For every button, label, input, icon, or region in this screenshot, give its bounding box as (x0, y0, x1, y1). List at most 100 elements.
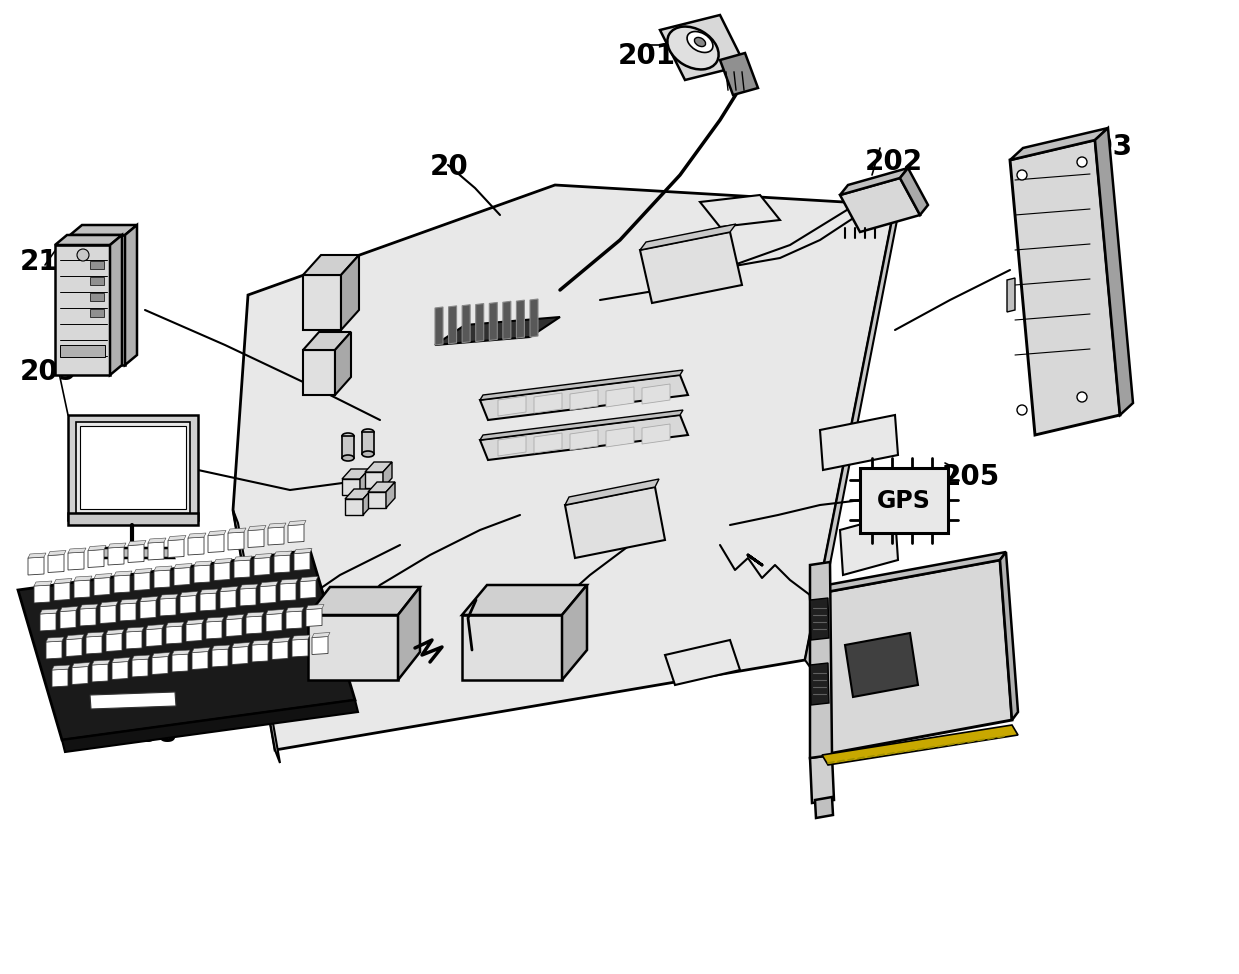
Ellipse shape (694, 37, 705, 47)
Polygon shape (700, 195, 781, 227)
Polygon shape (128, 544, 144, 563)
Polygon shape (33, 581, 52, 586)
Ellipse shape (342, 455, 354, 461)
Polygon shape (108, 547, 124, 565)
Polygon shape (312, 632, 330, 638)
Polygon shape (59, 607, 78, 612)
Polygon shape (840, 515, 898, 575)
Polygon shape (233, 185, 895, 750)
Text: 203: 203 (1075, 133, 1134, 161)
Polygon shape (383, 462, 392, 488)
Ellipse shape (668, 26, 719, 69)
Polygon shape (225, 615, 244, 619)
Polygon shape (81, 604, 98, 609)
Polygon shape (112, 657, 130, 662)
Bar (105, 283, 119, 291)
Polygon shape (274, 551, 292, 556)
Polygon shape (46, 641, 62, 659)
Polygon shape (1000, 552, 1018, 720)
Polygon shape (304, 275, 341, 330)
Polygon shape (85, 636, 102, 654)
Polygon shape (810, 562, 833, 758)
Polygon shape (642, 384, 670, 404)
Polygon shape (606, 427, 634, 447)
Polygon shape (160, 594, 178, 599)
Polygon shape (154, 570, 170, 588)
Text: 202: 202 (865, 148, 923, 176)
Polygon shape (274, 555, 290, 573)
Polygon shape (570, 430, 598, 450)
Polygon shape (180, 595, 196, 614)
Polygon shape (821, 725, 1018, 765)
Polygon shape (449, 306, 456, 344)
Polygon shape (126, 627, 144, 632)
Polygon shape (186, 623, 202, 642)
Polygon shape (72, 666, 88, 685)
Text: 20: 20 (430, 153, 468, 181)
Polygon shape (1095, 128, 1132, 415)
Polygon shape (92, 660, 110, 665)
Polygon shape (134, 573, 150, 590)
Polygon shape (266, 610, 284, 615)
Ellipse shape (688, 31, 712, 53)
Circle shape (1017, 170, 1027, 180)
Polygon shape (273, 638, 290, 643)
Polygon shape (188, 537, 204, 555)
Polygon shape (565, 479, 659, 505)
Polygon shape (232, 647, 248, 664)
Polygon shape (498, 436, 527, 456)
Polygon shape (33, 585, 50, 603)
Polygon shape (214, 563, 230, 581)
Polygon shape (188, 533, 206, 538)
Bar (59, 345, 105, 357)
Bar (105, 267, 119, 275)
Polygon shape (435, 307, 444, 345)
Polygon shape (248, 526, 266, 531)
Polygon shape (19, 550, 356, 740)
Polygon shape (530, 299, 538, 337)
Polygon shape (435, 317, 560, 345)
Polygon shape (100, 606, 116, 623)
Polygon shape (160, 598, 176, 616)
Polygon shape (195, 565, 209, 583)
Polygon shape (94, 574, 112, 579)
Bar (860, 468, 948, 533)
Polygon shape (306, 605, 325, 610)
Polygon shape (147, 538, 166, 543)
Polygon shape (606, 387, 634, 407)
Polygon shape (366, 472, 383, 488)
Polygon shape (368, 482, 395, 492)
Polygon shape (641, 232, 742, 303)
Polygon shape (462, 615, 563, 680)
Polygon shape (309, 587, 420, 615)
Polygon shape (534, 393, 563, 413)
Polygon shape (52, 665, 69, 670)
Polygon shape (476, 304, 483, 342)
Polygon shape (199, 589, 218, 594)
Polygon shape (208, 531, 225, 536)
Polygon shape (173, 564, 192, 569)
Polygon shape (462, 585, 587, 615)
Polygon shape (55, 235, 121, 245)
Polygon shape (260, 581, 278, 586)
Polygon shape (810, 598, 829, 640)
Polygon shape (304, 255, 359, 275)
Polygon shape (342, 469, 369, 479)
Polygon shape (248, 530, 264, 547)
Polygon shape (280, 579, 299, 584)
Text: 204: 204 (309, 588, 367, 616)
Polygon shape (169, 540, 185, 557)
Polygon shape (498, 396, 527, 416)
Polygon shape (641, 224, 736, 250)
Polygon shape (92, 664, 108, 682)
Polygon shape (810, 560, 1012, 755)
Polygon shape (152, 653, 170, 657)
Polygon shape (840, 178, 921, 232)
Polygon shape (68, 548, 85, 553)
Polygon shape (28, 553, 46, 558)
Polygon shape (233, 510, 280, 763)
Polygon shape (169, 536, 186, 541)
Polygon shape (228, 532, 244, 550)
Circle shape (1017, 405, 1027, 415)
Polygon shape (48, 550, 66, 555)
